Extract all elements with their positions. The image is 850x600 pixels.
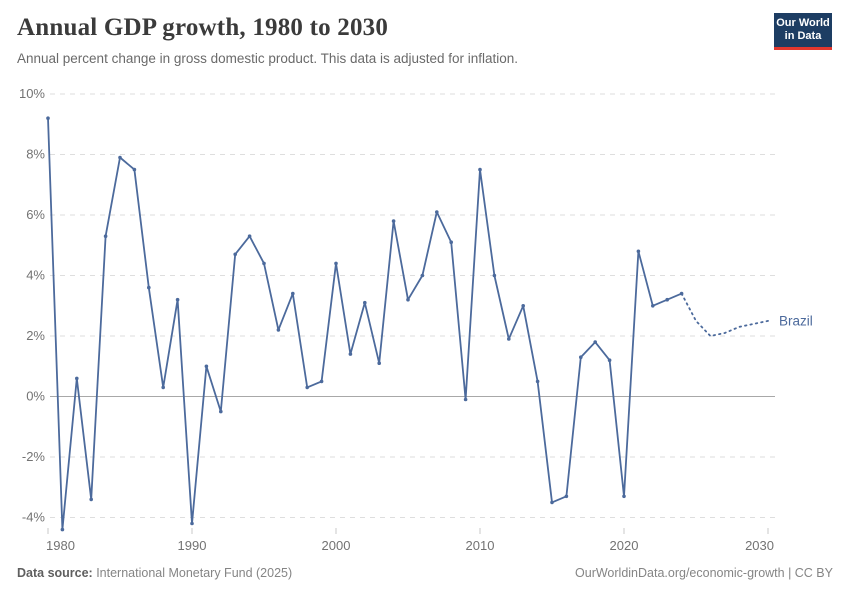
chart-header: Annual GDP growth, 1980 to 2030 Annual p… [17, 14, 757, 66]
license-link[interactable]: OurWorldinData.org/economic-growth | CC … [575, 566, 833, 580]
x-axis-tick-label: 2000 [322, 538, 351, 553]
data-point[interactable] [622, 494, 626, 499]
data-point[interactable] [276, 328, 281, 332]
x-axis-tick-label: 2020 [610, 538, 639, 553]
data-point[interactable] [420, 273, 425, 278]
data-point[interactable] [233, 252, 237, 257]
data-point[interactable] [478, 167, 482, 172]
data-point[interactable] [651, 304, 655, 308]
data-point[interactable] [348, 352, 353, 356]
data-point[interactable] [147, 285, 151, 290]
y-axis-tick-label: 8% [26, 147, 45, 162]
data-point[interactable] [363, 300, 367, 305]
owid-logo[interactable]: Our World in Data [774, 13, 832, 50]
data-point[interactable] [262, 261, 266, 266]
x-axis-tick-label: 2010 [466, 538, 495, 553]
data-point[interactable] [564, 494, 569, 499]
data-point[interactable] [579, 355, 583, 360]
data-point[interactable] [593, 340, 597, 344]
data-point[interactable] [190, 521, 194, 526]
y-axis-tick-label: -2% [22, 449, 46, 464]
x-axis-tick-label: 2030 [745, 538, 774, 553]
data-point[interactable] [305, 385, 310, 390]
data-point[interactable] [607, 358, 612, 363]
data-point[interactable] [247, 234, 252, 238]
page-title: Annual GDP growth, 1980 to 2030 [17, 14, 389, 41]
y-axis-tick-label: -4% [22, 510, 46, 525]
x-axis-tick-label: 1990 [178, 538, 207, 553]
data-point[interactable] [334, 261, 338, 266]
chart-subtitle: Annual percent change in gross domestic … [17, 51, 519, 66]
y-axis-tick-label: 10% [19, 86, 45, 101]
data-point[interactable] [161, 385, 165, 390]
chart-footer: Data source: International Monetary Fund… [17, 566, 833, 580]
data-point[interactable] [507, 337, 511, 341]
data-point[interactable] [89, 497, 93, 502]
projection-line[interactable] [680, 292, 769, 337]
data-point[interactable] [435, 210, 439, 214]
data-point[interactable] [636, 249, 641, 254]
data-point[interactable] [463, 397, 468, 402]
data-point[interactable] [665, 297, 669, 302]
data-point[interactable] [219, 409, 223, 414]
y-axis-tick-label: 0% [26, 389, 45, 404]
series-end-label[interactable]: Brazil [779, 313, 813, 328]
data-point[interactable] [103, 234, 108, 238]
data-point[interactable] [550, 500, 554, 505]
data-point[interactable] [291, 291, 295, 296]
owid-logo-line2: in Data [784, 30, 822, 42]
data-point[interactable] [521, 304, 525, 308]
y-axis-tick-label: 4% [26, 268, 45, 283]
owid-logo-line1: Our World [776, 17, 830, 29]
data-line[interactable] [47, 117, 683, 531]
data-point[interactable] [204, 364, 209, 369]
data-point[interactable] [60, 527, 65, 532]
data-source: Data source: International Monetary Fund… [17, 566, 292, 580]
data-point[interactable] [118, 155, 122, 160]
y-axis-tick-label: 2% [26, 328, 45, 343]
data-point[interactable] [75, 376, 79, 381]
data-point[interactable] [449, 240, 454, 244]
data-source-label: Data source: [17, 566, 93, 580]
data-point[interactable] [492, 273, 497, 278]
data-point[interactable] [319, 379, 324, 384]
data-point[interactable] [377, 361, 382, 366]
data-point[interactable] [175, 297, 180, 302]
data-source-text: International Monetary Fund (2025) [92, 566, 293, 580]
x-axis-tick-label: 1980 [46, 538, 75, 553]
data-point[interactable] [132, 167, 137, 172]
data-point[interactable] [535, 379, 540, 384]
data-point[interactable] [46, 116, 50, 120]
y-axis-tick-label: 6% [26, 207, 45, 222]
data-point[interactable] [406, 297, 410, 302]
data-point[interactable] [391, 219, 396, 223]
